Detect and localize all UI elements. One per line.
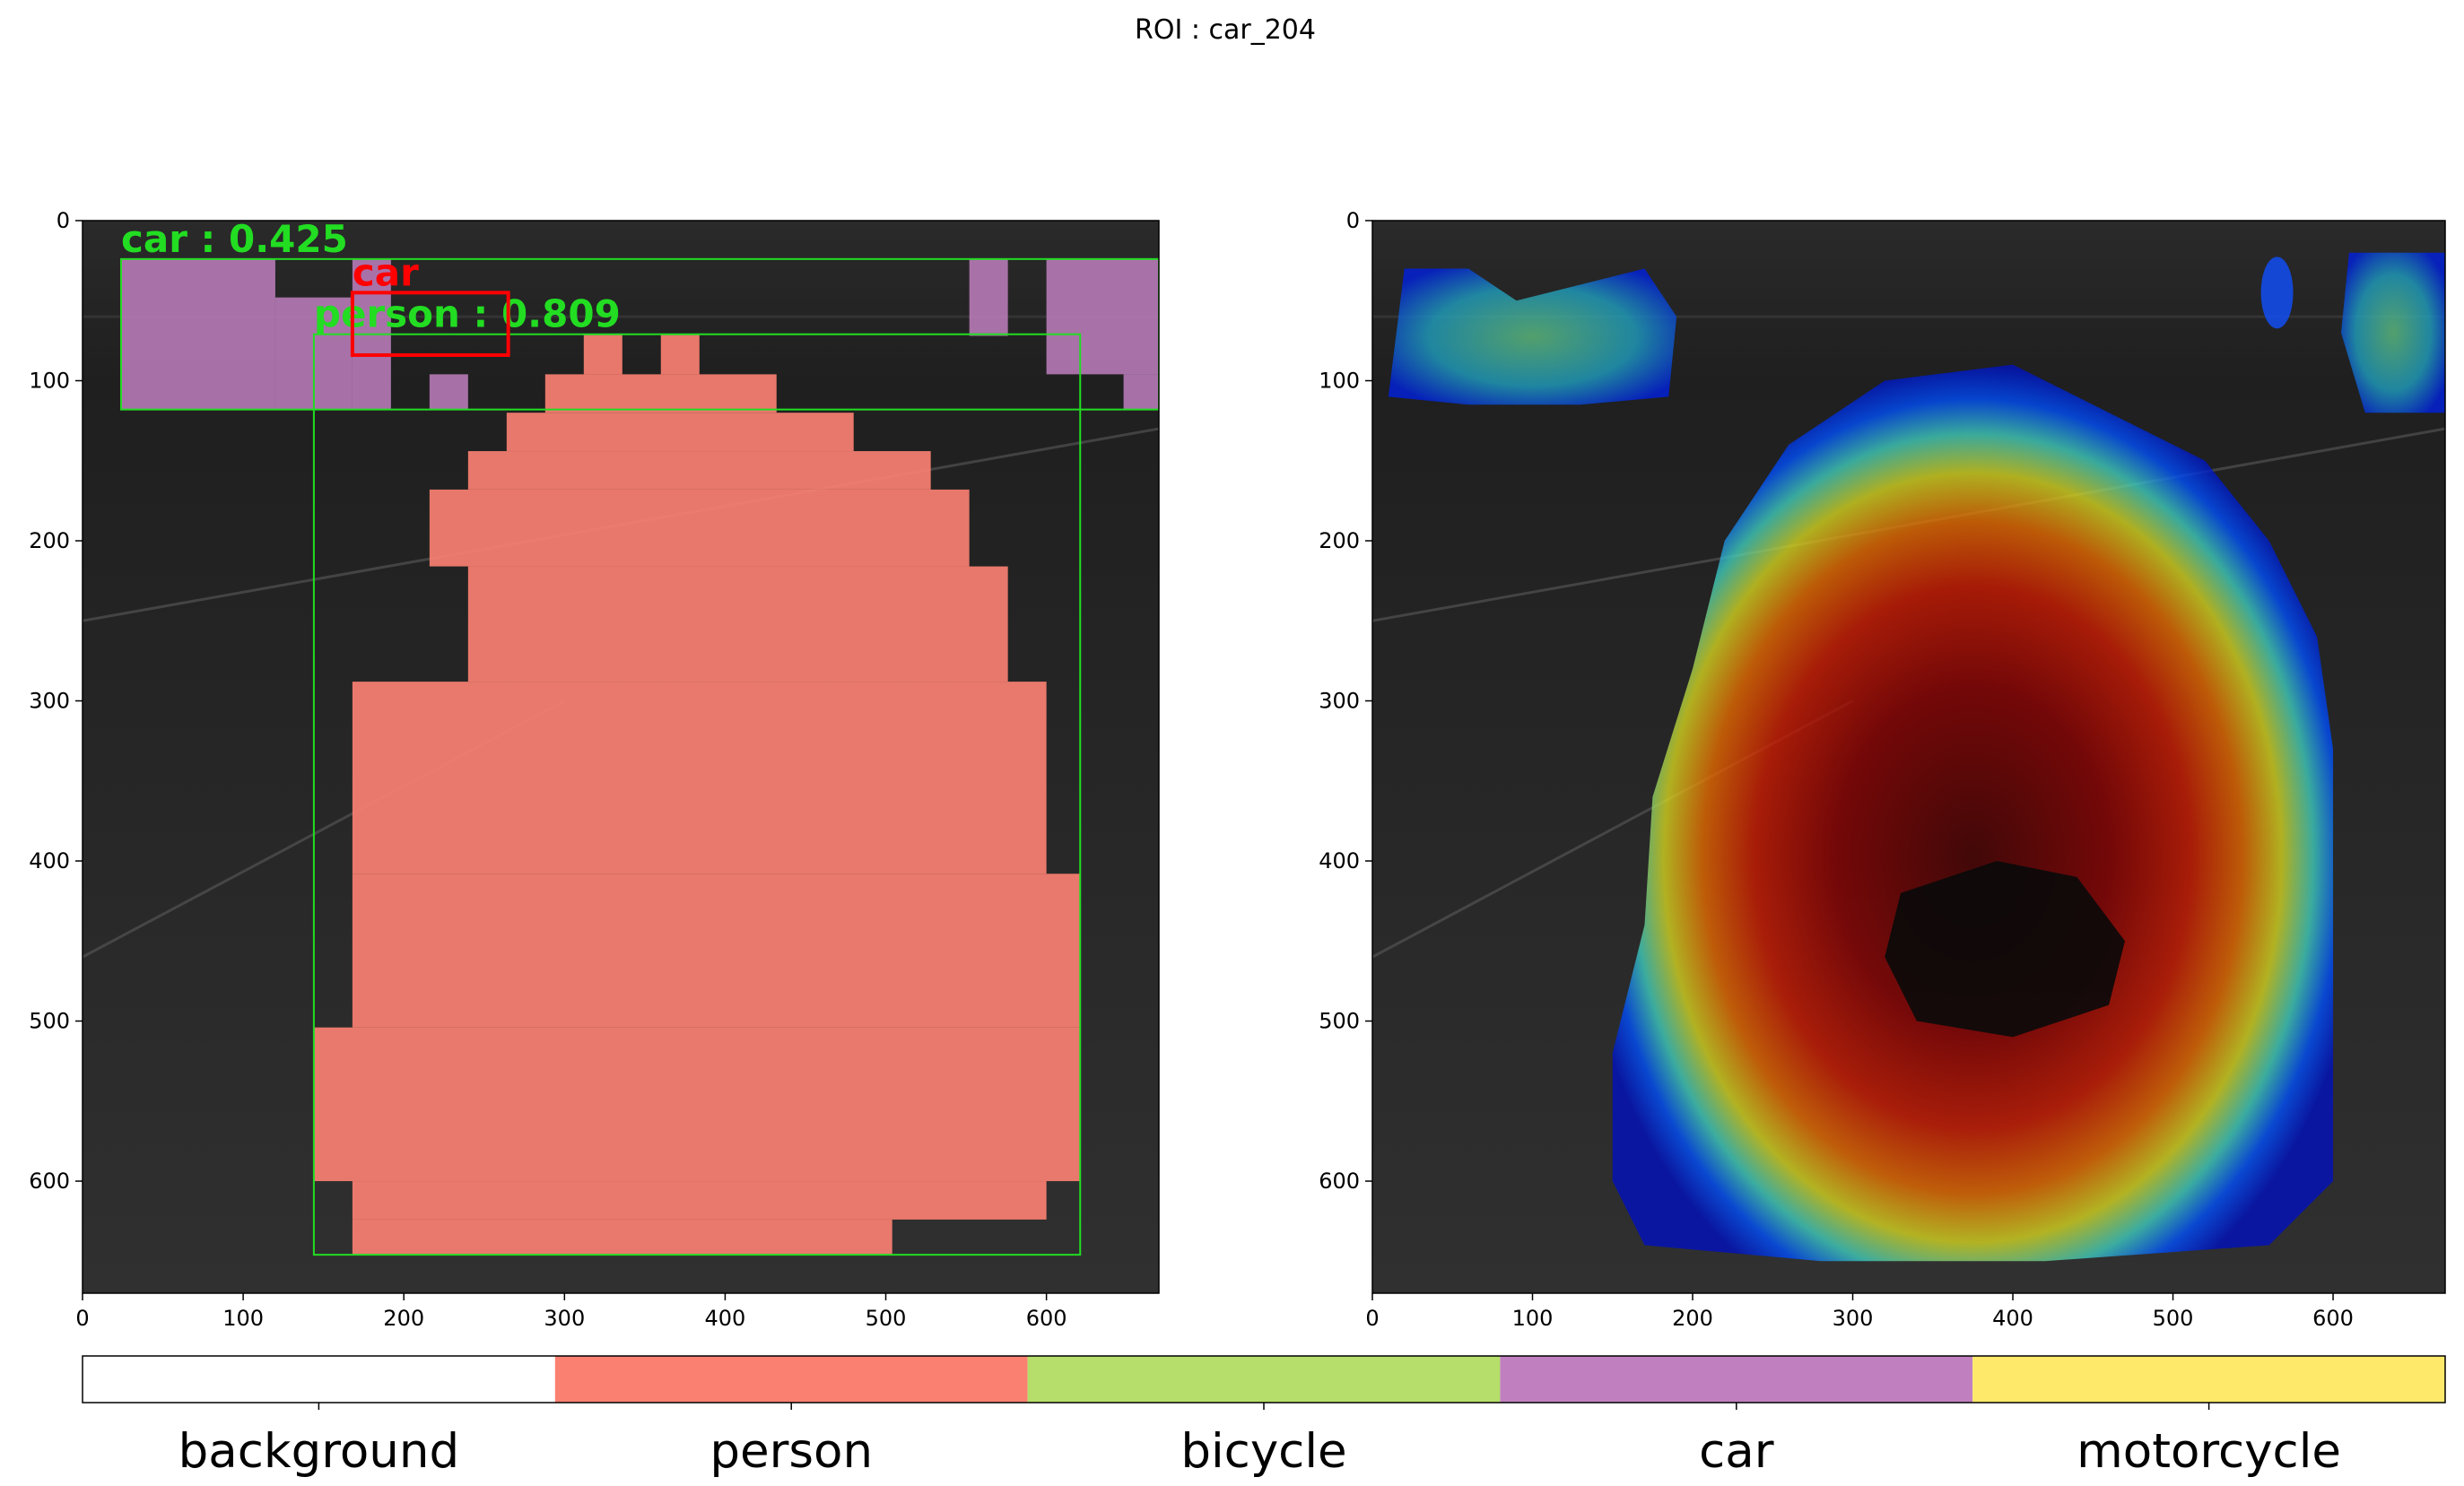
person-mask-block [429,489,970,567]
person-mask-block [352,1219,892,1256]
x-tick-label: 400 [1992,1306,2033,1331]
person-mask-block [660,334,700,375]
legend-label-bicycle: bicycle [1180,1424,1346,1479]
y-tick-label: 300 [29,689,70,714]
detection-box [350,291,510,357]
car-mask-block [120,258,275,410]
heat-region [1612,364,2334,1262]
heatmap-panel: 0 100 200 300 400 500 600 0 100 200 300 400 500 600 [1319,208,2446,1331]
person-mask-block [506,413,854,452]
person-mask-block [313,1027,1081,1182]
car-mask-block [429,374,468,410]
legend-label-background: background [178,1424,459,1479]
heat-hole [1885,861,2125,1038]
person-mask-block [467,566,1008,682]
axes-ticks: 0 100 200 300 400 500 600 0 100 200 300 400 500 600 [29,208,1067,1331]
legend-label-car: car [1699,1424,1774,1479]
axes-frame [1371,220,2446,1294]
heat-region [2260,256,2294,329]
y-tick-label: 200 [29,528,70,553]
axes-frame [82,220,1160,1294]
class-colorbar: background person bicycle car motorcycle [82,1355,2446,1479]
person-mask-block [352,682,1047,874]
legend-swatch-bicycle [1027,1356,1501,1403]
heatmap-overlay [1388,252,2445,1262]
axes-ticks: 0 100 200 300 400 500 600 0 100 200 300 400 500 600 [1319,208,2354,1331]
legend-label-motorcycle: motorcycle [2077,1424,2341,1479]
figure-suptitle: ROI : car_204 [1135,14,1316,46]
x-tick-label: 300 [1833,1306,1874,1331]
person-mask-block [467,451,931,490]
x-tick-label: 0 [75,1306,89,1331]
y-tick-label: 400 [29,848,70,873]
x-tick-label: 500 [2153,1306,2194,1331]
legend-swatch-motorcycle [1972,1356,2445,1403]
x-tick-label: 200 [383,1306,424,1331]
y-tick-label: 0 [1346,208,1360,233]
person-mask-block [544,374,777,413]
x-tick-label: 0 [1365,1306,1379,1331]
legend-swatch-person [554,1356,1028,1403]
heat-region [1388,268,1677,405]
y-tick-label: 100 [29,369,70,394]
person-mask-block [352,1181,1047,1220]
y-tick-label: 400 [1319,848,1360,873]
detection-label: person : 0.809 [314,292,621,336]
segmentation-mask [120,258,1159,1256]
detection-box [312,333,1082,1256]
y-tick-label: 600 [29,1169,70,1194]
car-mask-block [1123,374,1159,410]
heat-region [2340,252,2445,413]
detection-label: car : 0.425 [121,217,348,261]
y-tick-label: 0 [57,208,70,233]
legend-swatch-background [83,1356,555,1403]
x-tick-label: 600 [1026,1306,1067,1331]
x-tick-label: 200 [1672,1306,1713,1331]
x-tick-label: 100 [222,1306,264,1331]
y-tick-label: 500 [29,1009,70,1034]
car-mask-block [1046,258,1159,375]
detection-label: car [353,250,419,294]
person-mask-block [352,873,1081,1028]
x-tick-label: 600 [2312,1306,2354,1331]
y-tick-label: 300 [1319,689,1360,714]
car-mask-block [969,258,1008,336]
y-tick-label: 600 [1319,1169,1360,1194]
x-tick-label: 400 [705,1306,746,1331]
legend-swatch-car [1500,1356,1973,1403]
y-tick-label: 100 [1319,369,1360,394]
x-tick-label: 500 [866,1306,907,1331]
y-tick-label: 500 [1319,1009,1360,1034]
x-tick-label: 100 [1512,1306,1554,1331]
legend-label-person: person [710,1424,873,1479]
legend-frame [82,1355,2446,1403]
person-mask-block [583,334,623,375]
x-tick-label: 300 [544,1306,585,1331]
y-tick-label: 200 [1319,528,1360,553]
